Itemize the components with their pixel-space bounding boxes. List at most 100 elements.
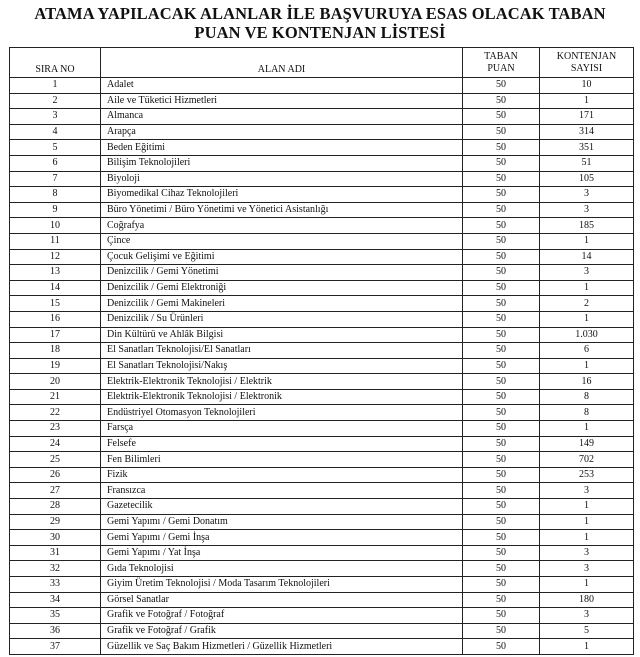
table-row: 17 Din Kültürü ve Ahlâk Bilgisi 50 1.030 (9, 326, 634, 344)
table-row: 25 Fen Bilimleri 50 702 (9, 451, 634, 468)
cell-alan-adi: Fransızca (100, 482, 463, 500)
table-row: 12 Çocuk Gelişimi ve Eğitimi 50 14 (9, 248, 634, 266)
cell-sira-no: 33 (9, 576, 101, 593)
cell-taban-puan: 50 (462, 638, 540, 655)
cell-kontenjan: 1 (539, 498, 634, 515)
cell-kontenjan: 1 (539, 310, 634, 328)
document-title-line-2: PUAN VE KONTENJAN LİSTESİ (194, 23, 446, 42)
cell-sira-no: 23 (9, 420, 101, 437)
cell-sira-no: 11 (9, 232, 101, 250)
cell-taban-puan: 50 (462, 544, 540, 562)
cell-sira-no: 1 (9, 77, 101, 94)
table-row: 21 Elektrik-Elektronik Teknolojisi / Elek… (9, 388, 634, 406)
cell-sira-no: 34 (9, 591, 101, 609)
cell-kontenjan: 171 (539, 108, 634, 125)
cell-sira-no: 4 (9, 123, 101, 141)
cell-sira-no: 28 (9, 498, 101, 515)
cell-taban-puan: 50 (462, 92, 540, 110)
cell-taban-puan: 50 (462, 513, 540, 531)
cell-taban-puan: 50 (462, 326, 540, 344)
cell-taban-puan: 50 (462, 373, 540, 390)
table-row: 35 Grafik ve Fotoğraf / Fotoğraf 50 3 (9, 607, 634, 624)
cell-taban-puan: 50 (462, 264, 540, 281)
cell-kontenjan: 1.030 (539, 326, 634, 344)
cell-alan-adi: Gemi Yapımı / Gemi Donatım (100, 513, 463, 531)
cell-taban-puan: 50 (462, 310, 540, 328)
cell-taban-puan: 50 (462, 435, 540, 453)
cell-sira-no: 35 (9, 607, 101, 624)
table-row: 16 Denizcilik / Su Ürünleri 50 1 (9, 310, 634, 328)
cell-sira-no: 27 (9, 482, 101, 500)
cell-alan-adi: Fen Bilimleri (100, 451, 463, 468)
cell-kontenjan: 1 (539, 576, 634, 593)
cell-alan-adi: Giyim Üretim Teknolojisi / Moda Tasarım … (100, 576, 463, 593)
cell-sira-no: 15 (9, 295, 101, 312)
cell-alan-adi: Almanca (100, 108, 463, 125)
cell-alan-adi: Aile ve Tüketici Hizmetleri (100, 92, 463, 110)
cell-sira-no: 25 (9, 451, 101, 468)
cell-sira-no: 37 (9, 638, 101, 655)
cell-alan-adi: Biyomedikal Cihaz Teknolojileri (100, 186, 463, 203)
cell-alan-adi: Din Kültürü ve Ahlâk Bilgisi (100, 326, 463, 344)
cell-alan-adi: Denizcilik / Gemi Makineleri (100, 295, 463, 312)
table-row: 9 Büro Yönetimi / Büro Yönetimi ve Yöneti… (9, 201, 634, 219)
header-alan-adi: ALAN ADI (100, 47, 463, 78)
cell-alan-adi: El Sanatları Teknolojisi/Nakış (100, 357, 463, 375)
cell-taban-puan: 50 (462, 576, 540, 593)
cell-taban-puan: 50 (462, 591, 540, 609)
cell-alan-adi: Büro Yönetimi / Büro Yönetimi ve Yönetic… (100, 201, 463, 219)
cell-alan-adi: El Sanatları Teknolojisi/El Sanatları (100, 342, 463, 359)
cell-kontenjan: 314 (539, 123, 634, 141)
cell-kontenjan: 2 (539, 295, 634, 312)
cell-sira-no: 19 (9, 357, 101, 375)
cell-alan-adi: Denizcilik / Gemi Elektroniği (100, 279, 463, 297)
cell-kontenjan: 51 (539, 154, 634, 172)
cell-taban-puan: 50 (462, 295, 540, 312)
table-row: 22 Endüstriyel Otomasyon Teknolojileri 50 8 (9, 404, 634, 422)
cell-kontenjan: 180 (539, 591, 634, 609)
cell-sira-no: 2 (9, 92, 101, 110)
cell-kontenjan: 5 (539, 622, 634, 640)
cell-kontenjan: 10 (539, 77, 634, 94)
table-row: 27 Fransızca 50 3 (9, 482, 634, 500)
table-row: 24 Felsefe 50 149 (9, 435, 634, 453)
cell-taban-puan: 50 (462, 607, 540, 624)
cell-kontenjan: 185 (539, 217, 634, 234)
cell-taban-puan: 50 (462, 108, 540, 125)
table-row: 13 Denizcilik / Gemi Yönetimi 50 3 (9, 264, 634, 281)
cell-sira-no: 12 (9, 248, 101, 266)
table-row: 28 Gazetecilik 50 1 (9, 498, 634, 515)
cell-sira-no: 18 (9, 342, 101, 359)
cell-kontenjan: 3 (539, 482, 634, 500)
cell-alan-adi: Coğrafya (100, 217, 463, 234)
cell-taban-puan: 50 (462, 529, 540, 546)
cell-alan-adi: Farsça (100, 420, 463, 437)
cell-kontenjan: 8 (539, 404, 634, 422)
cell-taban-puan: 50 (462, 77, 540, 94)
cell-taban-puan: 50 (462, 154, 540, 172)
cell-kontenjan: 1 (539, 92, 634, 110)
cell-sira-no: 10 (9, 217, 101, 234)
cell-alan-adi: Elektrik-Elektronik Teknolojisi / Elektr… (100, 388, 463, 406)
cell-taban-puan: 50 (462, 357, 540, 375)
cell-kontenjan: 3 (539, 186, 634, 203)
cell-taban-puan: 50 (462, 123, 540, 141)
table-row: 34 Görsel Sanatlar 50 180 (9, 591, 634, 609)
cell-taban-puan: 50 (462, 279, 540, 297)
table-row: 3 Almanca 50 171 (9, 108, 634, 125)
cell-kontenjan: 1 (539, 529, 634, 546)
table-row: 29 Gemi Yapımı / Gemi Donatım 50 1 (9, 513, 634, 531)
cell-sira-no: 36 (9, 622, 101, 640)
header-taban-puan: TABAN PUAN (462, 47, 540, 78)
table-row: 36 Grafik ve Fotoğraf / Grafik 50 5 (9, 622, 634, 640)
cell-taban-puan: 50 (462, 404, 540, 422)
table-row: 10 Coğrafya 50 185 (9, 217, 634, 234)
cell-kontenjan: 16 (539, 373, 634, 390)
cell-sira-no: 32 (9, 560, 101, 577)
cell-alan-adi: Çince (100, 232, 463, 250)
cell-sira-no: 14 (9, 279, 101, 297)
cell-alan-adi: Görsel Sanatlar (100, 591, 463, 609)
cell-kontenjan: 6 (539, 342, 634, 359)
header-sira-no: SIRA NO (9, 47, 101, 78)
cell-sira-no: 3 (9, 108, 101, 125)
